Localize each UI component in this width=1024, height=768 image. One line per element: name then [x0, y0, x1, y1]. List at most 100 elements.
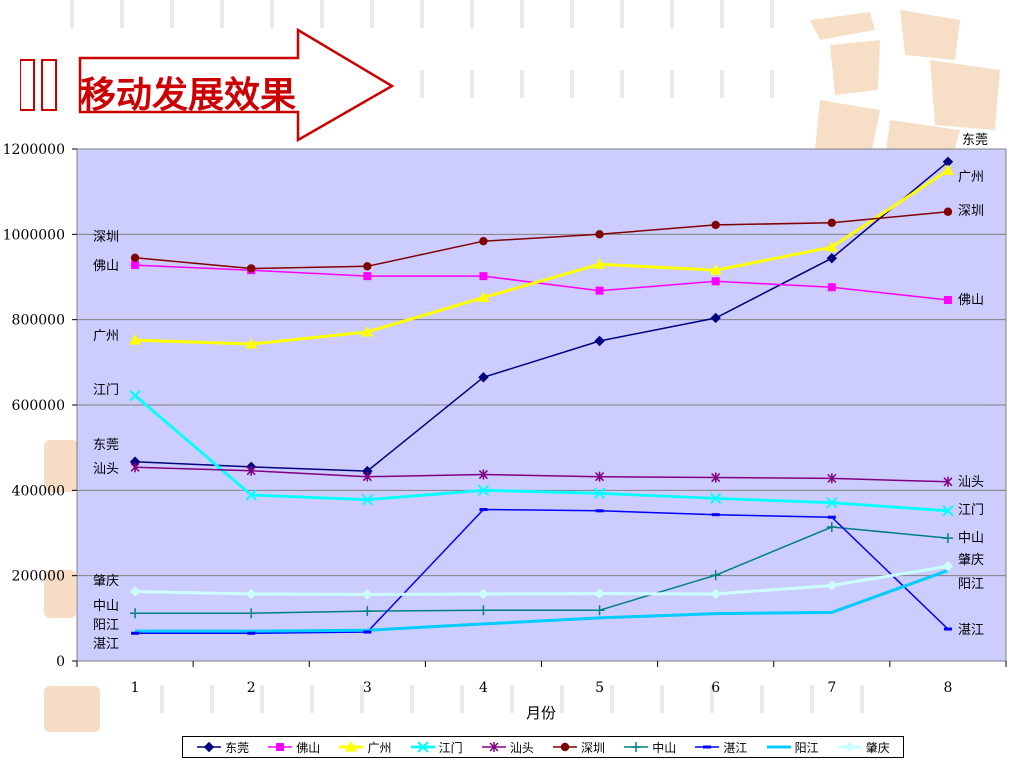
data-point: [710, 312, 721, 324]
data-point: [361, 326, 374, 337]
x-tick-label: 8: [943, 680, 952, 696]
data-point: [479, 272, 488, 281]
data-point: [129, 586, 141, 597]
series-end-label: 江门: [958, 503, 984, 518]
legend-label: 汕头: [509, 740, 534, 755]
series-end-label: 佛山: [958, 293, 984, 308]
data-point: [362, 589, 373, 600]
data-point: [478, 469, 488, 480]
title-box-icon: [20, 59, 35, 111]
y-tick-label: 1200000: [3, 142, 65, 158]
data-point: [941, 164, 954, 175]
series-start-label: 汕头: [93, 462, 119, 477]
data-point: [595, 471, 605, 482]
data-point: [245, 489, 257, 501]
legend-label: 阳江: [794, 740, 819, 755]
legend-label: 东莞: [225, 740, 250, 755]
arrow-shape-icon: [78, 28, 395, 143]
series-start-label: 中山: [93, 599, 119, 614]
seal-watermark-left: [44, 440, 100, 732]
x-tick-label: 4: [479, 680, 488, 696]
legend-swatch-icon: [268, 743, 293, 751]
y-tick-label: 600000: [12, 398, 65, 414]
legend-label: 中山: [652, 740, 677, 755]
data-point: [943, 296, 952, 305]
y-tick-label: 200000: [12, 569, 65, 585]
data-point: [245, 337, 258, 349]
data-point: [131, 261, 140, 270]
title-box-icon: [41, 59, 57, 111]
data-point: [827, 218, 837, 228]
chart-legend: 东莞 佛山 广州 江门 汕头 深圳 中山 湛江 阳江 肇庆: [182, 736, 904, 758]
legend-item: 佛山: [267, 739, 320, 756]
x-tick-label: 2: [247, 680, 256, 696]
series-line-5: [135, 210, 948, 270]
data-point: [827, 473, 837, 484]
series-end-label: 湛江: [958, 623, 984, 638]
data-point: [478, 372, 489, 383]
legend-swatch-icon: [339, 741, 364, 752]
series-end-label: 肇庆: [958, 553, 984, 568]
data-point: [362, 606, 373, 617]
data-point: [826, 253, 838, 264]
legend-swatch-icon: [695, 745, 720, 749]
data-point: [942, 505, 954, 517]
legend-item: 广州: [338, 739, 391, 756]
data-point: [594, 588, 605, 599]
data-point: [710, 588, 721, 600]
data-point: [826, 496, 838, 509]
y-tick-label: 1000000: [3, 227, 65, 243]
data-point: [129, 334, 142, 345]
legend-item: 深圳: [552, 739, 605, 756]
data-point: [362, 471, 372, 482]
data-point: [595, 286, 604, 295]
data-point: [595, 230, 604, 239]
legend-swatch-icon: [410, 741, 435, 753]
series-line-0: [135, 161, 949, 472]
series-line-6: [135, 526, 948, 614]
data-point: [478, 605, 489, 616]
legend-marker-icon: [416, 741, 429, 753]
data-point: [361, 494, 374, 506]
data-point: [709, 264, 722, 275]
data-point: [246, 264, 256, 273]
y-tick-label: 0: [56, 654, 65, 670]
series-line-3: [134, 394, 948, 513]
data-point: [363, 272, 372, 281]
data-point: [130, 462, 140, 473]
data-point: [477, 484, 490, 497]
legend-item: 汕头: [481, 739, 534, 756]
data-point: [594, 605, 605, 616]
data-point: [943, 476, 953, 487]
series-end-label: 东莞: [962, 133, 988, 148]
data-point: [130, 608, 141, 619]
data-point: [710, 570, 721, 581]
data-point: [246, 608, 257, 619]
data-point: [130, 253, 140, 262]
x-tick-label: 5: [595, 680, 604, 696]
data-point: [825, 241, 838, 252]
legend-marker-icon: [631, 742, 642, 752]
data-point: [246, 465, 256, 476]
data-point: [826, 580, 838, 591]
legend-marker-icon: [844, 741, 855, 753]
legend-swatch-icon: [481, 742, 506, 752]
legend-marker-icon: [345, 741, 358, 752]
x-tick-label: 1: [131, 680, 140, 696]
legend-marker-icon: [276, 743, 285, 751]
legend-label: 江门: [438, 740, 463, 755]
data-point: [711, 472, 721, 483]
y-axis-ticks: 0 200000 400000 600000 800000 1000000 1200000: [3, 142, 77, 670]
series-layer: [134, 161, 949, 635]
legend-swatch-icon: [197, 741, 222, 753]
data-point: [245, 588, 257, 600]
x-tick-label: 7: [827, 680, 836, 696]
legend-item: 中山: [623, 739, 676, 756]
data-point: [479, 236, 488, 246]
x-tick-label: 3: [363, 680, 372, 696]
series-line-9: [135, 564, 949, 596]
data-point: [826, 522, 837, 533]
legend-marker-icon: [203, 741, 215, 753]
legend-label: 肇庆: [865, 740, 890, 755]
data-point: [477, 291, 490, 302]
